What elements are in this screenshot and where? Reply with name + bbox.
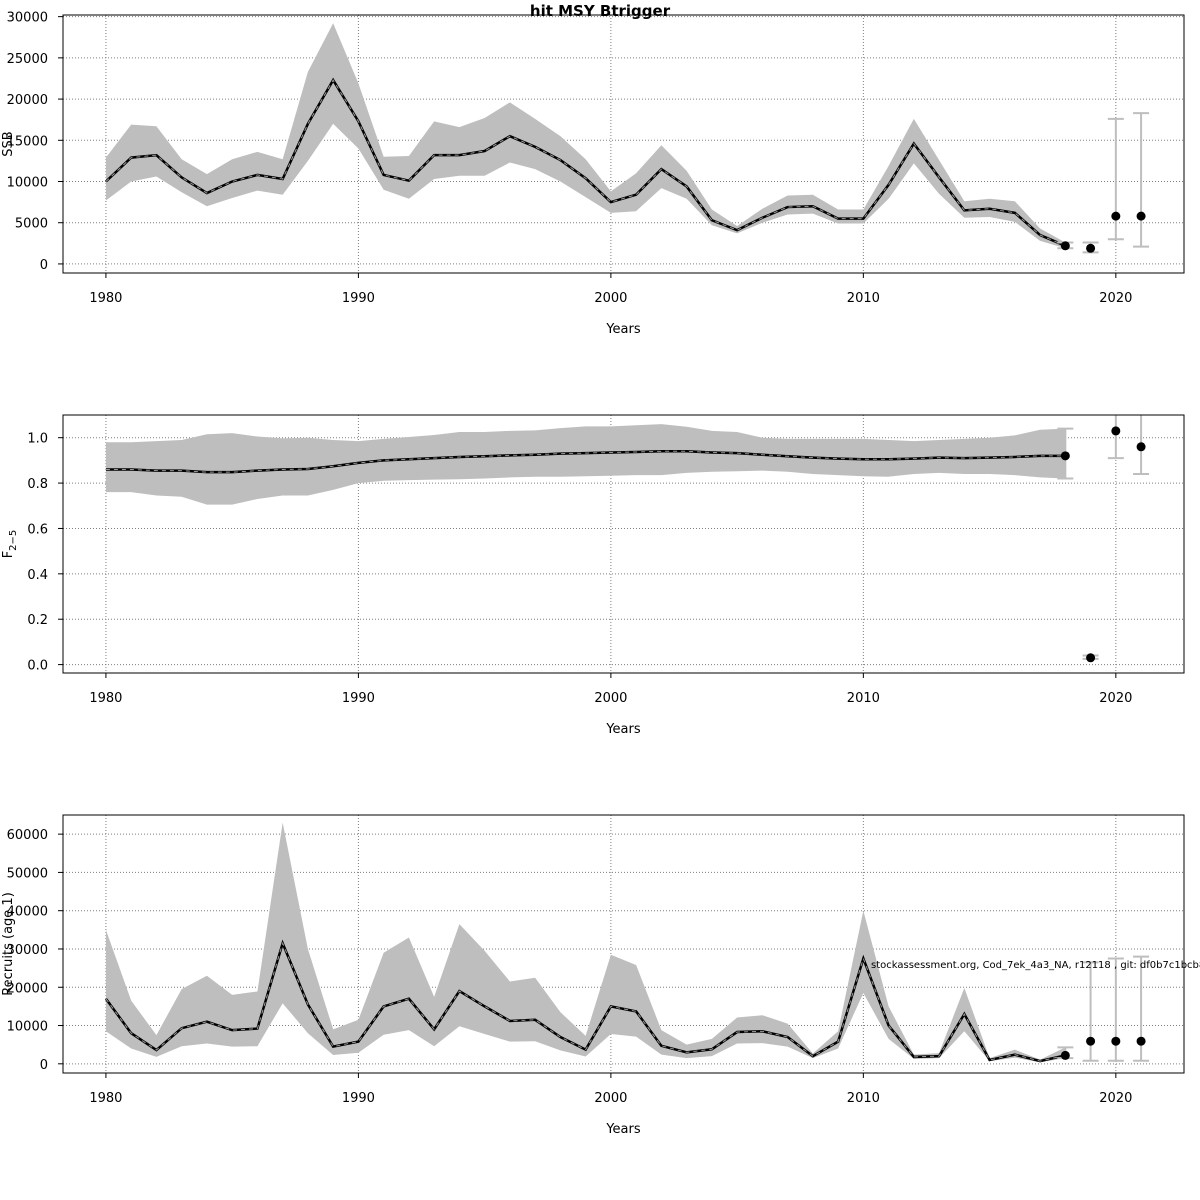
forecast-point [1136, 442, 1146, 452]
panel-recruits: 1980 1990 2000 2010 2020 0 10000 20000 30000 400… [1, 814, 1185, 1137]
x-tick-label: 1980 [89, 1091, 122, 1106]
x-tick-label: 2010 [847, 691, 880, 706]
y-tick-label: 30000 [7, 11, 48, 26]
x-tick-label: 2010 [847, 291, 880, 306]
y-tick-label: 0.4 [27, 568, 48, 583]
y-tick-label: 40000 [7, 905, 48, 920]
y-tick-label: 15000 [7, 134, 48, 149]
x-tick-label: 2020 [1099, 1091, 1132, 1106]
x-tick-label: 2000 [594, 691, 627, 706]
x-tick-label: 2020 [1099, 691, 1132, 706]
x-tick-label: 1980 [89, 691, 122, 706]
x-tick-label: 1990 [342, 1091, 375, 1106]
x-tick-label: 2000 [594, 1091, 627, 1106]
plot-frame [62, 814, 1185, 1074]
panel-ssb: 1980 1990 2000 2010 2020 0 5000 10000 15000 2000… [1, 11, 1185, 337]
estimate-line-dash [105, 79, 1066, 247]
x-axis-label: Years [605, 1122, 641, 1137]
forecast-point [1060, 1050, 1070, 1060]
estimate-line-dash [105, 450, 1066, 473]
plot-frame [62, 14, 1185, 274]
y-tick-label: 50000 [7, 866, 48, 881]
source-note: stockassessment.org, Cod_7ek_4a3_NA, r12… [871, 960, 1200, 971]
y-tick-label: 0 [40, 258, 48, 273]
y-tick-label: 0.2 [27, 613, 48, 628]
y-tick-label: 25000 [7, 52, 48, 67]
y-tick-label: 60000 [7, 828, 48, 843]
forecast-point [1060, 241, 1070, 251]
confidence-band [105, 23, 1066, 249]
x-tick-label: 1990 [342, 691, 375, 706]
chart-title: hit MSY Btrigger [530, 2, 671, 20]
forecast-point [1111, 426, 1121, 436]
y-tick-label: 0.0 [27, 659, 48, 674]
y-tick-label: 30000 [7, 943, 48, 958]
y-axis-label-main: SSB [1, 131, 16, 156]
y-axis-label: Recruits (age 1) [1, 892, 16, 996]
y-tick-label: 0.8 [27, 477, 48, 492]
forecast-point [1086, 653, 1096, 663]
x-tick-label: 2010 [847, 1091, 880, 1106]
panel-f: 1980 1990 2000 2010 2020 0.00.20.40.60.81.0 … [1, 414, 1185, 737]
x-axis-label: Years [605, 722, 641, 737]
estimate-line-dash [105, 941, 1066, 1062]
y-tick-label: 20000 [7, 93, 48, 108]
forecast-point [1060, 451, 1070, 461]
x-tick-label: 2000 [594, 291, 627, 306]
confidence-band [105, 424, 1066, 505]
x-tick-label: 2020 [1099, 291, 1132, 306]
y-axis-label-main: Recruits (age 1) [1, 892, 16, 996]
y-tick-label: 5000 [15, 217, 48, 232]
forecast-point [1111, 211, 1121, 221]
plot-frame [62, 414, 1185, 674]
x-axis-label: Years [605, 322, 641, 337]
x-tick-label: 1980 [89, 291, 122, 306]
y-tick-label: 1.0 [27, 432, 48, 447]
y-tick-label: 10000 [7, 1020, 48, 1035]
y-axis-label-subscript: 2−5 [8, 530, 19, 551]
forecast-point [1111, 1036, 1121, 1046]
y-tick-label: 10000 [7, 176, 48, 191]
y-tick-label: 20000 [7, 981, 48, 996]
y-axis-label: F2−5 [1, 530, 19, 559]
x-tick-label: 1990 [342, 291, 375, 306]
forecast-point [1136, 1036, 1146, 1046]
y-axis-label: SSB [1, 131, 16, 156]
y-tick-label: 0.6 [27, 522, 48, 537]
confidence-band [105, 822, 1066, 1063]
y-tick-label: 0 [40, 1058, 48, 1073]
forecast-point [1086, 1036, 1096, 1046]
forecast-point [1086, 243, 1096, 253]
y-axis-label-main: F [1, 551, 16, 558]
forecast-point [1136, 211, 1146, 221]
